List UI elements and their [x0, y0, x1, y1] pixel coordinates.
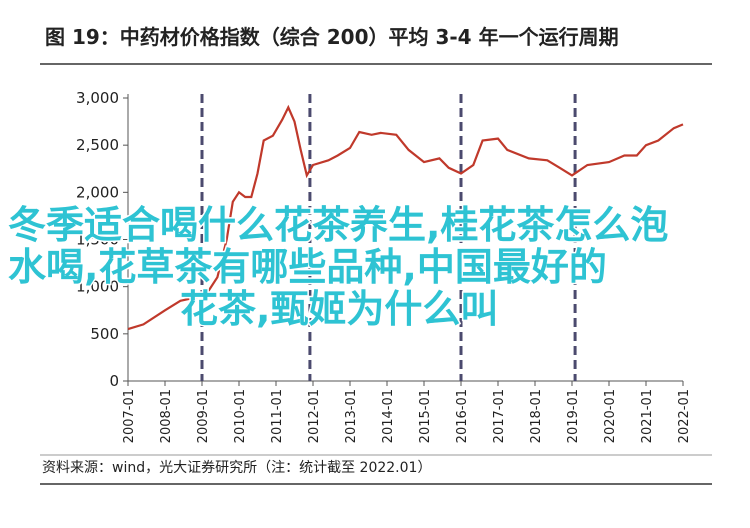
overlay-text: 冬季适合喝什么花茶养生,桂花茶怎么泡: [8, 203, 668, 247]
x-tick-label: 2019-01: [566, 389, 581, 443]
x-tick-label: 2018-01: [529, 389, 544, 443]
y-tick-label: 2,500: [76, 136, 119, 154]
x-tick-label: 2009-01: [196, 389, 211, 443]
chart-title: 图 19：中药材价格指数（综合 200）平均 3-4 年一个运行周期: [45, 25, 619, 49]
x-tick-label: 2015-01: [418, 389, 433, 443]
x-tick-label: 2013-01: [344, 389, 359, 443]
overlay-text: 花茶,甄姬为什么叫: [180, 287, 498, 331]
x-tick-label: 2010-01: [233, 389, 248, 443]
y-tick-label: 3,000: [76, 89, 119, 107]
x-tick-label: 2008-01: [159, 389, 174, 443]
y-tick-label: 2,000: [76, 183, 119, 201]
x-tick-label: 2012-01: [307, 389, 322, 443]
x-tick-label: 2014-01: [381, 389, 396, 443]
y-tick-label: 1,500: [76, 231, 119, 249]
x-tick-label: 2007-01: [122, 389, 137, 443]
overlay-text: 水喝,花草茶有哪些品种,中国最好的: [8, 245, 607, 289]
y-tick-label: 1,000: [76, 278, 119, 296]
x-tick-label: 2021-01: [640, 389, 655, 443]
y-tick-label: 0: [109, 372, 119, 390]
x-tick-label: 2020-01: [603, 389, 618, 443]
x-tick-label: 2017-01: [492, 389, 507, 443]
price-line: [127, 104, 684, 331]
x-tick-label: 2022-01: [677, 389, 692, 443]
source: 资料来源：wind，光大证券研究所（注：统计截至 2022.01）: [42, 460, 431, 476]
x-tick-label: 2016-01: [455, 389, 470, 443]
x-tick-label: 2011-01: [270, 389, 285, 443]
y-tick-label: 500: [90, 325, 119, 343]
